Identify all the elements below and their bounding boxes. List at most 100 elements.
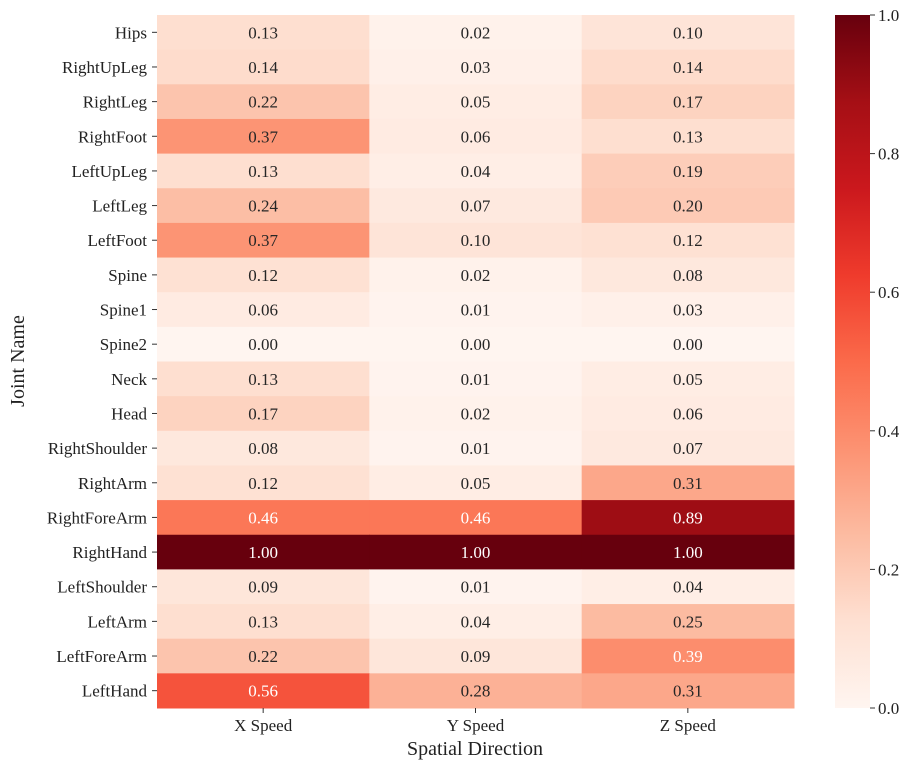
cell-value-label: 0.00 bbox=[248, 335, 278, 354]
cell-value-label: 0.03 bbox=[673, 301, 703, 320]
heatmap-cell bbox=[157, 188, 370, 224]
row-label: LeftHand bbox=[82, 682, 148, 701]
heatmap-cell bbox=[581, 534, 795, 570]
row-label: Spine2 bbox=[100, 335, 147, 354]
heatmap-cell bbox=[157, 118, 370, 155]
row-label: LeftUpLeg bbox=[71, 162, 147, 181]
row-label: Spine bbox=[108, 266, 147, 285]
heatmap-cell bbox=[581, 638, 795, 674]
cell-value-label: 0.13 bbox=[248, 612, 278, 631]
heatmap-cell bbox=[157, 638, 370, 674]
heatmap-cell bbox=[581, 188, 795, 224]
heatmap-cell bbox=[581, 292, 795, 328]
cell-value-label: 0.02 bbox=[461, 266, 491, 285]
cell-value-label: 0.09 bbox=[461, 647, 491, 666]
cell-value-label: 0.08 bbox=[248, 439, 278, 458]
cell-value-label: 0.07 bbox=[673, 439, 703, 458]
row-label: LeftArm bbox=[88, 612, 147, 631]
row-label: LeftForeArm bbox=[56, 647, 147, 666]
cell-value-label: 0.01 bbox=[461, 301, 491, 320]
colorbar-tick-label: 0.6 bbox=[878, 283, 899, 302]
heatmap-cell bbox=[581, 361, 795, 397]
heatmap-cell bbox=[157, 465, 370, 501]
cell-value-label: 0.37 bbox=[248, 127, 278, 146]
cell-value-label: 0.28 bbox=[461, 682, 491, 701]
cell-value-label: 0.31 bbox=[673, 474, 703, 493]
heatmap-cell bbox=[581, 15, 795, 51]
heatmap-cell bbox=[369, 500, 583, 536]
heatmap-cell bbox=[157, 292, 370, 328]
heatmap-cell bbox=[157, 49, 370, 85]
cell-value-label: 0.39 bbox=[673, 647, 703, 666]
heatmap-cell bbox=[369, 326, 583, 362]
cell-value-label: 0.56 bbox=[248, 682, 278, 701]
cell-value-label: 0.13 bbox=[248, 162, 278, 181]
cell-value-label: 0.46 bbox=[248, 508, 278, 527]
heatmap-cell bbox=[369, 222, 583, 259]
cell-value-label: 0.09 bbox=[248, 578, 278, 597]
cell-value-label: 0.06 bbox=[248, 301, 278, 320]
row-label: Neck bbox=[111, 370, 147, 389]
row-label: RightForeArm bbox=[47, 508, 147, 527]
heatmap-cell bbox=[369, 84, 583, 120]
cell-value-label: 0.19 bbox=[673, 162, 703, 181]
cell-value-label: 0.31 bbox=[673, 682, 703, 701]
row-label: RightArm bbox=[78, 474, 147, 493]
heatmap-cell bbox=[369, 257, 583, 293]
cell-value-label: 0.22 bbox=[248, 647, 278, 666]
heatmap-cell bbox=[369, 534, 583, 570]
cell-value-label: 0.24 bbox=[248, 197, 278, 216]
cell-value-label: 0.01 bbox=[461, 439, 491, 458]
heatmap-cell bbox=[581, 118, 795, 155]
heatmap-cell bbox=[581, 257, 795, 293]
heatmap-cell bbox=[157, 257, 370, 293]
cell-value-label: 0.04 bbox=[461, 162, 491, 181]
heatmap-cell bbox=[157, 84, 370, 120]
row-label: RightShoulder bbox=[48, 439, 148, 458]
cell-value-label: 0.37 bbox=[248, 231, 278, 250]
row-label: RightLeg bbox=[83, 93, 148, 112]
cell-value-label: 0.10 bbox=[461, 231, 491, 250]
column-label: Z Speed bbox=[660, 716, 717, 735]
row-label: RightFoot bbox=[78, 127, 147, 146]
cell-value-label: 1.00 bbox=[673, 543, 703, 562]
cell-value-label: 0.10 bbox=[673, 23, 703, 42]
heatmap-cell bbox=[581, 326, 795, 362]
heatmap-cell bbox=[157, 500, 370, 536]
cell-value-label: 0.02 bbox=[461, 23, 491, 42]
heatmap-cell bbox=[157, 15, 370, 51]
y-axis-title: Joint Name bbox=[7, 315, 29, 407]
cell-value-label: 0.08 bbox=[673, 266, 703, 285]
cell-value-label: 0.07 bbox=[461, 197, 491, 216]
heatmap-cells: 0.13 0.02 0.10 0.14 0.03 0.14 0.22 0.05 0.17 0.37… bbox=[157, 15, 795, 709]
heatmap-cell bbox=[157, 604, 370, 640]
row-labels: Hips RightUpLeg RightLeg RightFoot LeftUpLeg… bbox=[47, 23, 157, 701]
cell-value-label: 0.05 bbox=[461, 93, 491, 112]
colorbar-tick-label: 0.2 bbox=[878, 560, 899, 579]
row-label: LeftShoulder bbox=[57, 578, 147, 597]
column-labels: X Speed Y Speed Z Speed bbox=[234, 708, 716, 735]
heatmap-cell bbox=[581, 569, 795, 605]
heatmap-cell bbox=[369, 361, 583, 397]
cell-value-label: 0.22 bbox=[248, 93, 278, 112]
cell-value-label: 1.00 bbox=[461, 543, 491, 562]
heatmap-cell bbox=[369, 569, 583, 605]
cell-value-label: 0.89 bbox=[673, 508, 703, 527]
heatmap-cell bbox=[369, 430, 583, 466]
row-label: LeftFoot bbox=[88, 231, 148, 250]
cell-value-label: 0.00 bbox=[461, 335, 491, 354]
row-label: Hips bbox=[115, 23, 147, 42]
cell-value-label: 0.46 bbox=[461, 508, 491, 527]
heatmap-cell bbox=[157, 153, 370, 189]
colorbar-tick-label: 1.0 bbox=[878, 6, 899, 25]
heatmap-cell bbox=[369, 188, 583, 224]
colorbar-tick-label: 0.0 bbox=[878, 699, 899, 718]
heatmap-cell bbox=[581, 222, 795, 259]
cell-value-label: 0.06 bbox=[461, 127, 491, 146]
cell-value-label: 0.01 bbox=[461, 370, 491, 389]
cell-value-label: 0.05 bbox=[461, 474, 491, 493]
cell-value-label: 0.05 bbox=[673, 370, 703, 389]
heatmap-cell bbox=[581, 673, 795, 709]
colorbar bbox=[835, 15, 870, 708]
